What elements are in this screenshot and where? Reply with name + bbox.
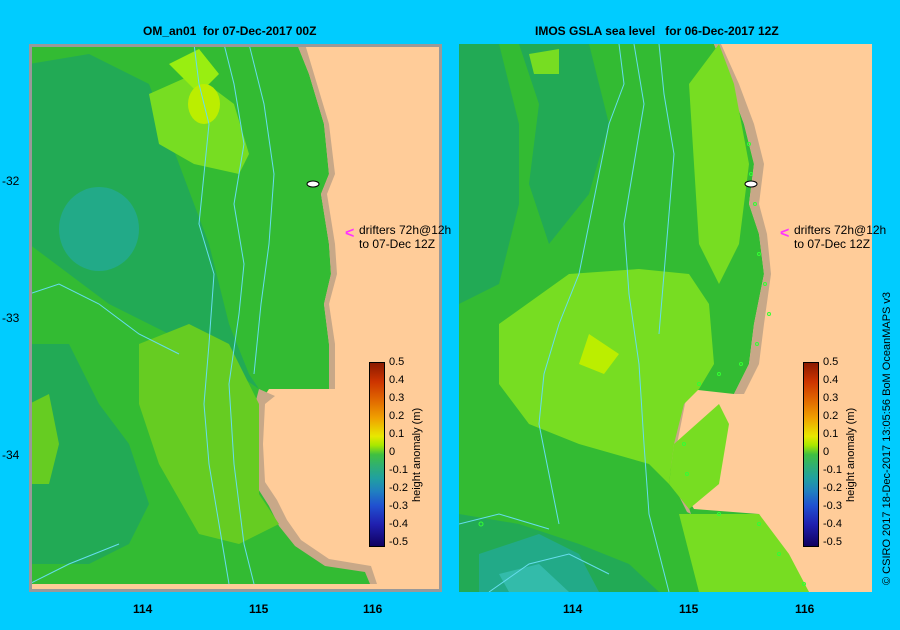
left-cbar-label: -0.1 (389, 464, 408, 476)
right-drifter-arrow-icon: < (780, 225, 790, 242)
left-drifter-line1: drifters 72h@12h (359, 223, 452, 237)
left-cbar-caption: height anomaly (m) (411, 407, 423, 502)
left-cbar-label: -0.2 (389, 482, 408, 494)
left-panel-title: OM_an01 for 07-Dec-2017 00Z (143, 24, 317, 38)
right-cbar-label: -0.5 (823, 536, 842, 548)
right-cbar-label: 0.1 (823, 428, 839, 440)
right-xtick-116: 116 (795, 602, 815, 616)
right-coast-strip (714, 44, 771, 394)
left-map-panel (29, 44, 442, 592)
ytick-minus-34: -34 (2, 448, 20, 462)
right-cbar-caption: height anomaly (m) (845, 407, 857, 502)
left-xtick-116: 116 (363, 602, 383, 616)
left-anomaly-dark (29, 54, 259, 389)
right-cbar-label: 0.4 (823, 374, 839, 386)
left-cbar-label: 0.1 (389, 428, 405, 440)
left-cbar-label: 0.4 (389, 374, 405, 386)
right-colorbar-gradient (803, 362, 819, 547)
right-drifter-line2: to 07-Dec 12Z (794, 237, 871, 251)
left-cbar-label: 0 (389, 446, 396, 458)
right-cbar-label: -0.2 (823, 482, 842, 494)
right-drifter-points (478, 142, 806, 586)
left-cbar-label: -0.5 (389, 536, 408, 548)
right-map-panel (459, 44, 872, 592)
right-bathymetry-lines (459, 44, 675, 592)
right-cbar-label: 0 (823, 446, 830, 458)
copyright-text: © CSIRO 2017 18-Dec-2017 13:05:56 BoM Oc… (881, 291, 893, 585)
left-anomaly-light (149, 74, 249, 174)
right-map-svg (459, 44, 872, 592)
left-cbar-label: -0.4 (389, 518, 408, 530)
ytick-minus-33: -33 (2, 311, 20, 325)
left-cbar-label: 0.3 (389, 392, 405, 404)
right-cbar-label: -0.3 (823, 500, 842, 512)
left-bathymetry-lines (29, 44, 275, 585)
left-anomaly-teal (59, 187, 139, 271)
left-cbar-label: -0.3 (389, 500, 408, 512)
left-cbar-label: 0.2 (389, 410, 405, 422)
right-xtick-115: 115 (679, 602, 699, 616)
right-cbar-label: -0.1 (823, 464, 842, 476)
right-drifter-label: < drifters 72h@12h to 07-Dec 12Z (780, 223, 887, 251)
right-cbar-label: 0.2 (823, 410, 839, 422)
right-cbar-label: -0.4 (823, 518, 842, 530)
right-panel-title: IMOS GSLA sea level for 06-Dec-2017 12Z (535, 24, 779, 38)
right-cbar-label: 0.3 (823, 392, 839, 404)
right-anomaly-dark (459, 44, 519, 304)
right-xtick-114: 114 (563, 602, 583, 616)
left-colorbar-gradient (369, 362, 385, 547)
left-xtick-114: 114 (133, 602, 153, 616)
left-cbar-label: 0.5 (389, 356, 405, 368)
left-drifter-line2: to 07-Dec 12Z (359, 237, 436, 251)
left-drifter-arrow-icon: < (345, 225, 355, 242)
left-xtick-115: 115 (249, 602, 269, 616)
right-drifter-line1: drifters 72h@12h (794, 223, 887, 237)
right-cbar-label: 0.5 (823, 356, 839, 368)
left-coast-strip (297, 44, 337, 389)
ytick-minus-32: -32 (2, 174, 20, 188)
left-map-svg (29, 44, 442, 592)
left-drifter-label: < drifters 72h@12h to 07-Dec 12Z (345, 223, 452, 251)
